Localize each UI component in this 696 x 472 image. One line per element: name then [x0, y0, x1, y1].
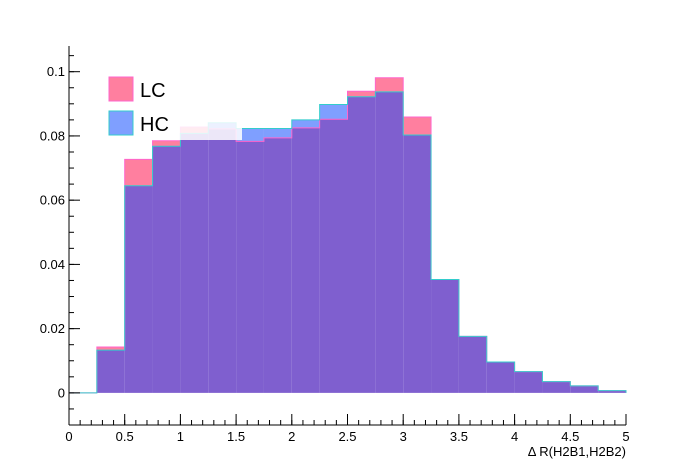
bar-overlap [375, 91, 404, 393]
plot-area [69, 77, 627, 394]
x-tick-label: 4.5 [561, 429, 579, 444]
bar-overlap [458, 336, 487, 393]
bar-hc-excess [291, 119, 320, 128]
legend-swatch-lc [108, 76, 134, 102]
hc-outline [69, 91, 627, 394]
bar-lc-excess [403, 116, 432, 135]
histogram-bars [96, 77, 626, 393]
bar-lc-excess [152, 140, 181, 147]
bar-overlap [431, 279, 459, 393]
x-tick-labels: 0 0.5 1 1.5 2 2.5 3 3.5 4 4.5 5 [65, 429, 629, 444]
bar-overlap [403, 134, 432, 393]
bar-lc-excess [375, 77, 404, 92]
x-tick-label: 4 [511, 429, 518, 444]
bar-lc-excess [124, 159, 153, 186]
y-tick-label: 0.1 [47, 64, 65, 79]
y-tick-labels: 0 0.02 0.04 0.06 0.08 0.1 [40, 64, 65, 400]
y-tick-label: 0.06 [40, 193, 65, 208]
x-tick-label: 5 [622, 429, 629, 444]
y-tick-label: 0 [58, 385, 65, 400]
x-tick-label: 3.5 [450, 429, 468, 444]
legend-label-hc: HC [140, 114, 169, 136]
x-tick-label: 2.5 [338, 429, 356, 444]
x-tick-label: 1.5 [227, 429, 245, 444]
bar-overlap [570, 385, 599, 393]
bar-overlap [542, 381, 571, 393]
y-tick-label: 0.08 [40, 128, 65, 143]
bar-hc-excess [263, 128, 292, 138]
legend-swatch-hc [108, 110, 134, 136]
histogram-outlines [69, 77, 627, 394]
bar-overlap [514, 371, 543, 393]
x-axis-title: Δ R(H2B1,H2B2) [528, 444, 626, 459]
bar-overlap [263, 137, 292, 393]
x-tick-label: 0 [65, 429, 72, 444]
bar-overlap [347, 96, 376, 393]
bar-lc-excess [347, 91, 376, 97]
bar-hc-excess [236, 128, 264, 142]
legend-label-lc: LC [140, 80, 166, 102]
bar-overlap [598, 390, 626, 393]
bar-overlap [236, 141, 264, 393]
bar-overlap [319, 119, 348, 393]
bar-overlap [208, 128, 237, 393]
bar-overlap [124, 185, 153, 393]
x-tick-label: 3 [400, 429, 407, 444]
bar-overlap [96, 350, 125, 393]
y-tick-label: 0.04 [40, 257, 65, 272]
legend: LC HC [100, 72, 242, 140]
x-tick-label: 1 [177, 429, 184, 444]
x-tick-label: 0.5 [116, 429, 134, 444]
bar-lc-excess [96, 346, 125, 351]
y-tick-label: 0.02 [40, 321, 65, 336]
x-tick-label: 2 [288, 429, 295, 444]
bar-overlap [152, 146, 181, 393]
bar-overlap [180, 133, 209, 393]
bar-overlap [486, 362, 515, 393]
bar-overlap [291, 127, 320, 393]
bar-hc-excess [319, 104, 348, 120]
axes [68, 46, 627, 426]
